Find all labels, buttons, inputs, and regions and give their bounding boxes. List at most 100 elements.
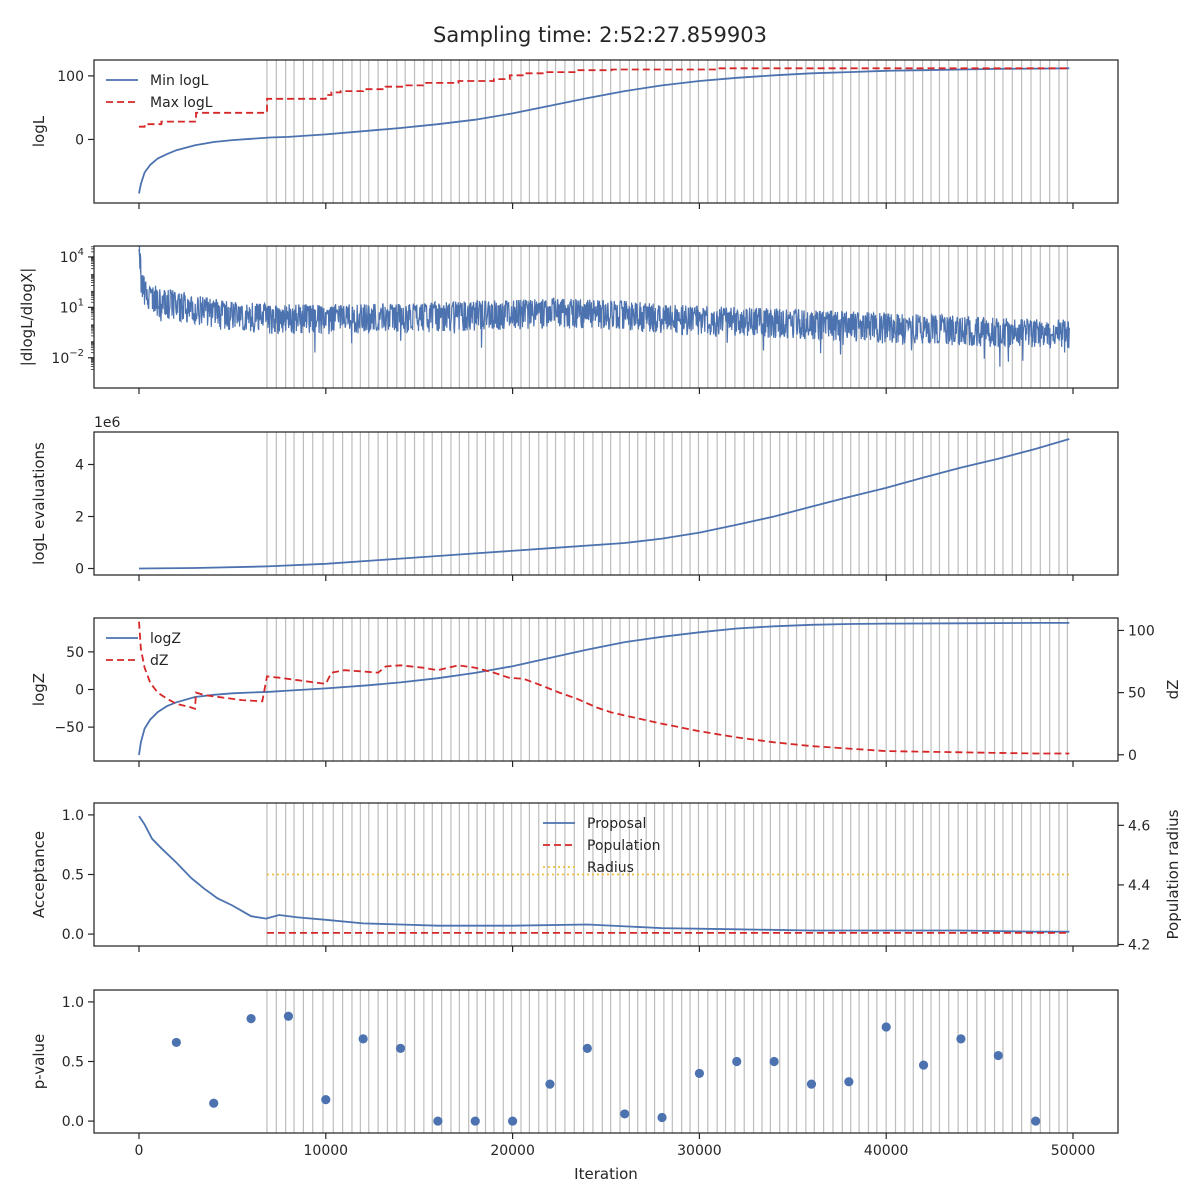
y-tick-label: 0.0 [62, 927, 84, 943]
series-group [138, 246, 1070, 367]
p-value-point [470, 1116, 480, 1126]
figure-title: Sampling time: 2:52:27.859903 [433, 23, 767, 47]
panel-6: 0.0 0.5 1.0 p-value 0 10000 20000 30000 40000 500… [30, 989, 1119, 1159]
y-tick-label: 0.5 [62, 868, 84, 884]
iteration-markers [266, 60, 1068, 203]
p-value-point [395, 1043, 406, 1053]
p-value-point [732, 1056, 742, 1067]
series-group [171, 1011, 1041, 1126]
x-tick-label: 20000 [490, 1143, 535, 1159]
p-value-point [545, 1079, 555, 1089]
y2-tick-label: 100 [1128, 623, 1155, 639]
x-tick-label: 30000 [677, 1143, 722, 1159]
panel-3: 0 2 4 1e6 logL evaluations [30, 415, 1119, 581]
y-tick-label: 10−2 [51, 348, 84, 367]
y-tick-label: 0.0 [62, 1114, 84, 1130]
legend-label: Max logL [150, 95, 213, 111]
y-tick-label: 104 [60, 247, 84, 266]
y-tick-label: 4 [75, 458, 84, 474]
legend-label: Min logL [150, 73, 209, 89]
axes-frame [93, 989, 1119, 1134]
iteration-markers [266, 432, 1068, 575]
series-group [138, 621, 1070, 756]
y2-tick-label: 4.2 [1128, 938, 1150, 954]
p-value-point [358, 1034, 368, 1044]
x-axis-label: Iteration [574, 1165, 638, 1183]
axes-frame [93, 617, 1119, 762]
y-axis-label: |dlogL/dlogX| [18, 268, 36, 367]
y-tick-label: 50 [66, 645, 84, 661]
x-tick-label: 50000 [1051, 1143, 1096, 1159]
p-value-point [582, 1043, 592, 1053]
legend-label: dZ [150, 653, 168, 669]
axes-frame [93, 431, 1119, 576]
y-tick-label: 101 [60, 297, 84, 316]
x-tick-label: 40000 [864, 1143, 909, 1159]
p-value-point [806, 1079, 817, 1089]
iteration-markers [266, 618, 1068, 761]
p-value-point [209, 1098, 219, 1108]
series-line [138, 438, 1070, 570]
series-group [138, 438, 1070, 570]
legend-label: Proposal [587, 816, 646, 832]
y2-tick-label: 0 [1128, 748, 1137, 764]
y-tick-label: 2 [75, 510, 84, 526]
series-group [138, 815, 1070, 934]
p-value-point [657, 1112, 667, 1123]
proposal-line [138, 815, 1070, 933]
p-value-point [769, 1056, 779, 1067]
dz-line [138, 621, 1070, 755]
p-value-point [171, 1037, 181, 1048]
y-tick-label: 0 [75, 132, 84, 148]
y2-axis-label: Population radius [1164, 809, 1182, 939]
p-value-point [993, 1050, 1003, 1061]
max-logl-line [139, 67, 1070, 128]
y-axis-label: Acceptance [30, 831, 48, 918]
legend-label: Radius [587, 860, 634, 876]
panel-2: 104 101 10−2 |dlogL/dlogX| [18, 245, 1119, 394]
y-tick-label: 1.0 [62, 995, 84, 1011]
p-value-point [433, 1116, 443, 1126]
y-axis-label: logL evaluations [30, 442, 48, 565]
y2-axis-label: dZ [1164, 680, 1182, 700]
axes-frame [93, 59, 1119, 204]
x-tick-label: 10000 [304, 1143, 349, 1159]
legend-label: Population [587, 838, 661, 854]
p-value-point [283, 1011, 294, 1021]
y-axis-label: p-value [30, 1034, 48, 1090]
panel-5: 0.0 0.5 1.0 4.2 4.4 4.6 Population radius Accep… [30, 802, 1182, 954]
y-tick-label: 100 [57, 69, 84, 85]
p-value-point [507, 1116, 518, 1126]
p-value-point [694, 1068, 705, 1079]
p-value-point [246, 1014, 256, 1024]
p-value-point [321, 1095, 331, 1105]
derivative-series-line [138, 246, 1070, 367]
y2-tick-label: 50 [1128, 686, 1146, 702]
legend-label: logZ [150, 631, 181, 647]
p-value-point [620, 1109, 630, 1119]
p-value-point [956, 1034, 966, 1044]
p-value-point [1031, 1116, 1041, 1126]
y-axis-label: logZ [30, 673, 48, 706]
y-scale-offset-label: 1e6 [94, 415, 121, 431]
p-value-point [844, 1077, 854, 1087]
iteration-markers [266, 990, 1068, 1133]
x-tick-label: 0 [135, 1143, 144, 1159]
y-tick-label: 0.5 [62, 1055, 84, 1071]
logz-line [138, 622, 1070, 756]
panel-1: 0 100 logL Min logL Max logL [30, 59, 1119, 209]
p-value-point [918, 1060, 929, 1070]
min-logl-line [138, 67, 1070, 194]
panel-4: −50 0 50 0 50 100 dZ logZ logZ dZ [30, 617, 1182, 767]
p-value-point [881, 1022, 891, 1032]
y-tick-label: −50 [54, 720, 84, 736]
series-group [138, 67, 1070, 194]
y-axis-label: logL [30, 115, 48, 147]
y-tick-label: 0 [75, 683, 84, 699]
y-tick-label: 0 [75, 562, 84, 578]
y2-tick-label: 4.4 [1128, 878, 1150, 894]
y-tick-label: 1.0 [62, 808, 84, 824]
axes-frame [93, 245, 1119, 389]
y2-tick-label: 4.6 [1128, 818, 1150, 834]
